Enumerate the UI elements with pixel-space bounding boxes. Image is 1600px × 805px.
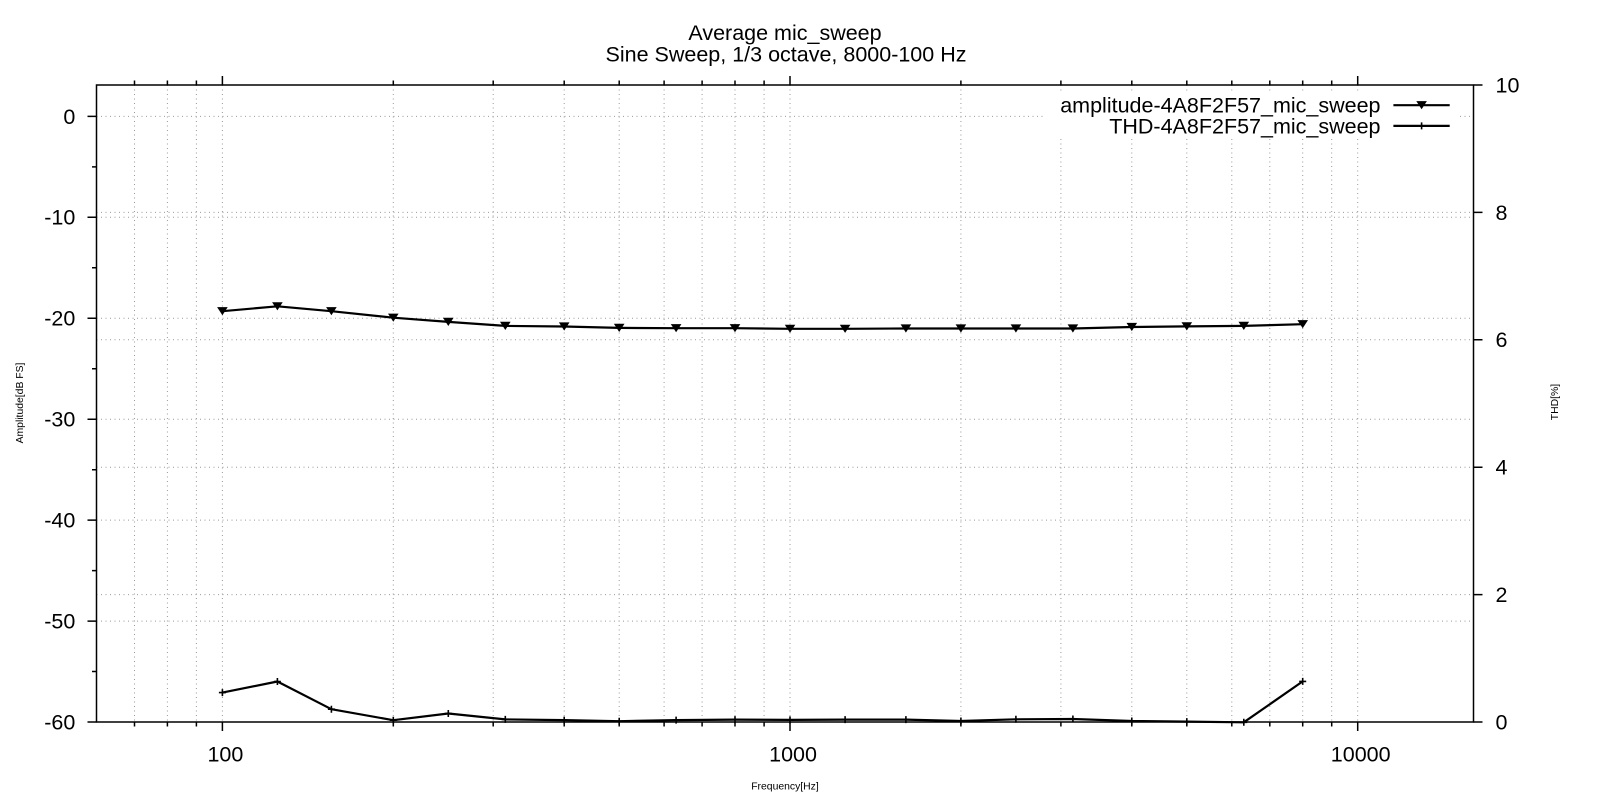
svg-text:4: 4 (1496, 456, 1508, 480)
svg-text:-40: -40 (44, 509, 75, 533)
svg-text:Average mic_sweep: Average mic_sweep (688, 21, 881, 45)
svg-text:10: 10 (1496, 73, 1520, 97)
svg-text:THD-4A8F2F57_mic_sweep: THD-4A8F2F57_mic_sweep (1109, 114, 1380, 138)
svg-text:-10: -10 (44, 206, 75, 230)
svg-text:0: 0 (63, 105, 75, 129)
svg-text:10000: 10000 (1331, 742, 1391, 766)
svg-text:0: 0 (1496, 710, 1508, 734)
svg-text:-20: -20 (44, 307, 75, 331)
svg-text:6: 6 (1496, 328, 1508, 352)
svg-text:Sine Sweep, 1/3 octave, 8000-1: Sine Sweep, 1/3 octave, 8000-100 Hz (606, 42, 967, 66)
svg-text:Frequency[Hz]: Frequency[Hz] (751, 782, 819, 793)
svg-text:amplitude-4A8F2F57_mic_sweep: amplitude-4A8F2F57_mic_sweep (1060, 94, 1380, 118)
svg-text:Amplitude[dB FS]: Amplitude[dB FS] (15, 362, 26, 443)
svg-text:-60: -60 (44, 710, 75, 734)
svg-text:-50: -50 (44, 609, 75, 633)
svg-text:100: 100 (207, 742, 243, 766)
svg-text:1000: 1000 (769, 742, 817, 766)
svg-text:2: 2 (1496, 583, 1508, 607)
svg-text:8: 8 (1496, 201, 1508, 225)
svg-text:-30: -30 (44, 408, 75, 432)
svg-text:THD[%]: THD[%] (1550, 384, 1561, 420)
